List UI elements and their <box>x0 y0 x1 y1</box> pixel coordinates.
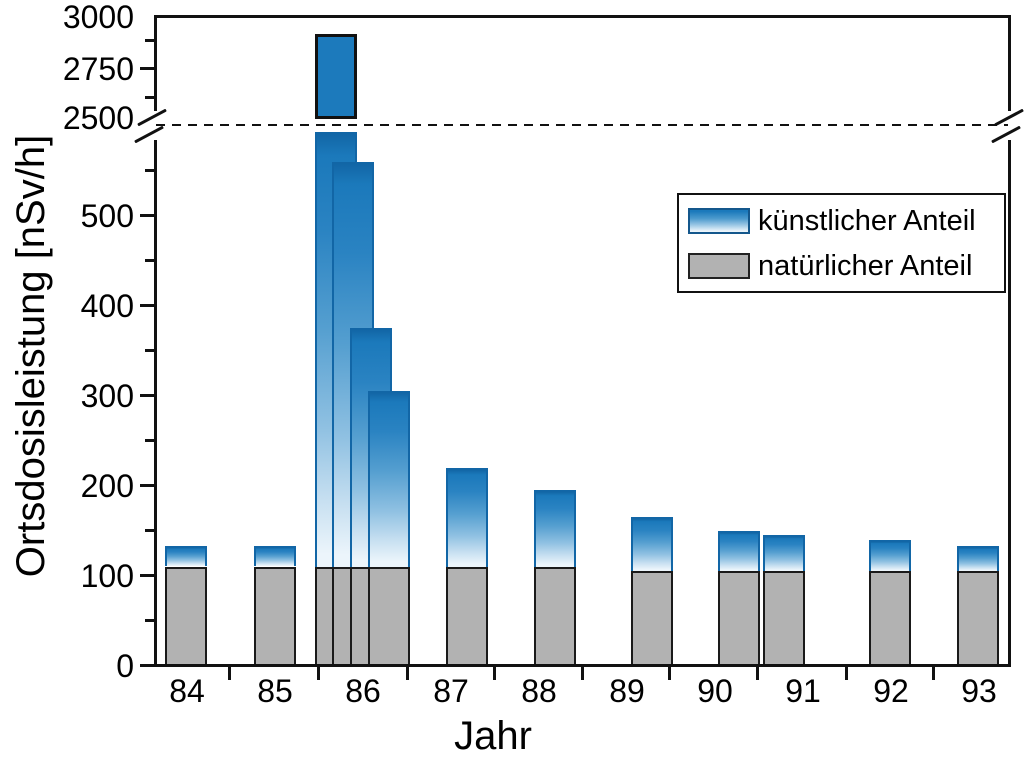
y-minor-tick <box>144 439 154 442</box>
x-tick-label: 87 <box>433 673 469 709</box>
bar-segment-artificial <box>957 545 999 571</box>
axis-break-dashed-line <box>155 123 1008 126</box>
x-tick-label: 84 <box>169 673 205 709</box>
legend-label-artificial: künstlicher Anteil <box>758 205 976 237</box>
natural-swatch-icon <box>688 253 750 279</box>
bar-segment-artificial <box>763 535 805 571</box>
axis-break-slash-icon <box>133 125 164 143</box>
y-major-tick <box>139 394 154 397</box>
bar-segment-artificial <box>718 530 760 571</box>
y-tick-label: 400 <box>80 287 134 324</box>
bar-segment-natural <box>631 571 673 666</box>
bar-segment-natural <box>957 571 999 666</box>
y-major-tick <box>139 304 154 307</box>
bar-segment-natural <box>763 571 805 666</box>
y-minor-tick <box>144 169 154 172</box>
y-axis-right-spine-upper <box>1008 15 1011 111</box>
bar-segment-natural <box>368 566 410 666</box>
x-tick-label: 93 <box>961 673 997 709</box>
legend-label-natural: natürlicher Anteil <box>758 250 973 282</box>
y-axis-left-spine-lower <box>153 140 157 667</box>
bar-segment-natural <box>534 566 576 666</box>
x-tick <box>755 667 759 680</box>
y-tick-label: 3000 <box>62 0 134 35</box>
y-major-tick <box>139 574 154 577</box>
y-tick-label: 2500 <box>62 99 134 136</box>
axis-break-slash-icon <box>990 125 1021 143</box>
bar-segment-artificial <box>869 539 911 571</box>
x-tick-label: 89 <box>609 673 645 709</box>
legend-item-natural: natürlicher Anteil <box>688 250 998 282</box>
bar-segment-artificial <box>254 545 296 567</box>
legend-item-artificial: künstlicher Anteil <box>688 205 998 237</box>
top-spine <box>153 15 1011 18</box>
x-tick <box>492 667 496 680</box>
x-tick <box>580 667 584 680</box>
bar-segment-artificial <box>446 467 488 567</box>
x-tick-label: 88 <box>521 673 557 709</box>
y-axis-title: Ortsdosisleistung [nSv/h] <box>9 134 53 578</box>
x-axis-title: Jahr <box>454 714 532 758</box>
y-minor-tick <box>144 38 154 42</box>
y-axis-left-spine-upper <box>153 15 157 111</box>
y-major-tick <box>139 214 154 217</box>
bottom-spine <box>153 664 1011 667</box>
x-tick <box>227 667 231 680</box>
y-major-tick <box>139 67 154 70</box>
x-tick <box>405 667 409 680</box>
x-tick-label: 92 <box>873 673 909 709</box>
bar-segment-artificial <box>165 545 207 567</box>
x-tick <box>931 667 935 680</box>
x-tick <box>316 667 320 680</box>
y-tick-label: 200 <box>80 467 134 504</box>
y-minor-tick <box>144 259 154 262</box>
y-tick-label: 300 <box>80 377 134 414</box>
x-tick <box>844 667 848 680</box>
x-tick-label: 91 <box>785 673 821 709</box>
bar-segment-natural <box>869 571 911 666</box>
y-tick-label: 100 <box>80 557 134 594</box>
y-tick-label: 0 <box>116 647 134 684</box>
y-minor-tick <box>144 95 154 99</box>
y-axis-right-spine-lower <box>1008 140 1011 667</box>
bar-segment-artificial <box>368 391 410 567</box>
bar-segment-artificial <box>631 517 673 571</box>
y-minor-tick <box>144 619 154 622</box>
y-tick-label: 2750 <box>62 50 134 87</box>
legend: künstlicher Anteil natürlicher Anteil <box>677 193 1006 293</box>
y-major-tick <box>139 664 154 667</box>
x-tick-label: 86 <box>345 673 381 709</box>
bar-segment-natural <box>165 566 207 666</box>
bar-segment-artificial-above-break <box>315 34 357 120</box>
y-minor-tick <box>144 529 154 532</box>
x-tick-label: 85 <box>257 673 293 709</box>
y-minor-tick <box>144 349 154 352</box>
bar-segment-artificial <box>534 490 576 567</box>
artificial-swatch-icon <box>688 208 750 234</box>
x-tick <box>667 667 671 680</box>
y-tick-label: 500 <box>80 197 134 234</box>
bar-segment-natural <box>446 566 488 666</box>
bar-segment-natural <box>718 571 760 666</box>
y-major-tick <box>139 484 154 487</box>
bar-segment-natural <box>254 566 296 666</box>
x-tick-label: 90 <box>697 673 733 709</box>
